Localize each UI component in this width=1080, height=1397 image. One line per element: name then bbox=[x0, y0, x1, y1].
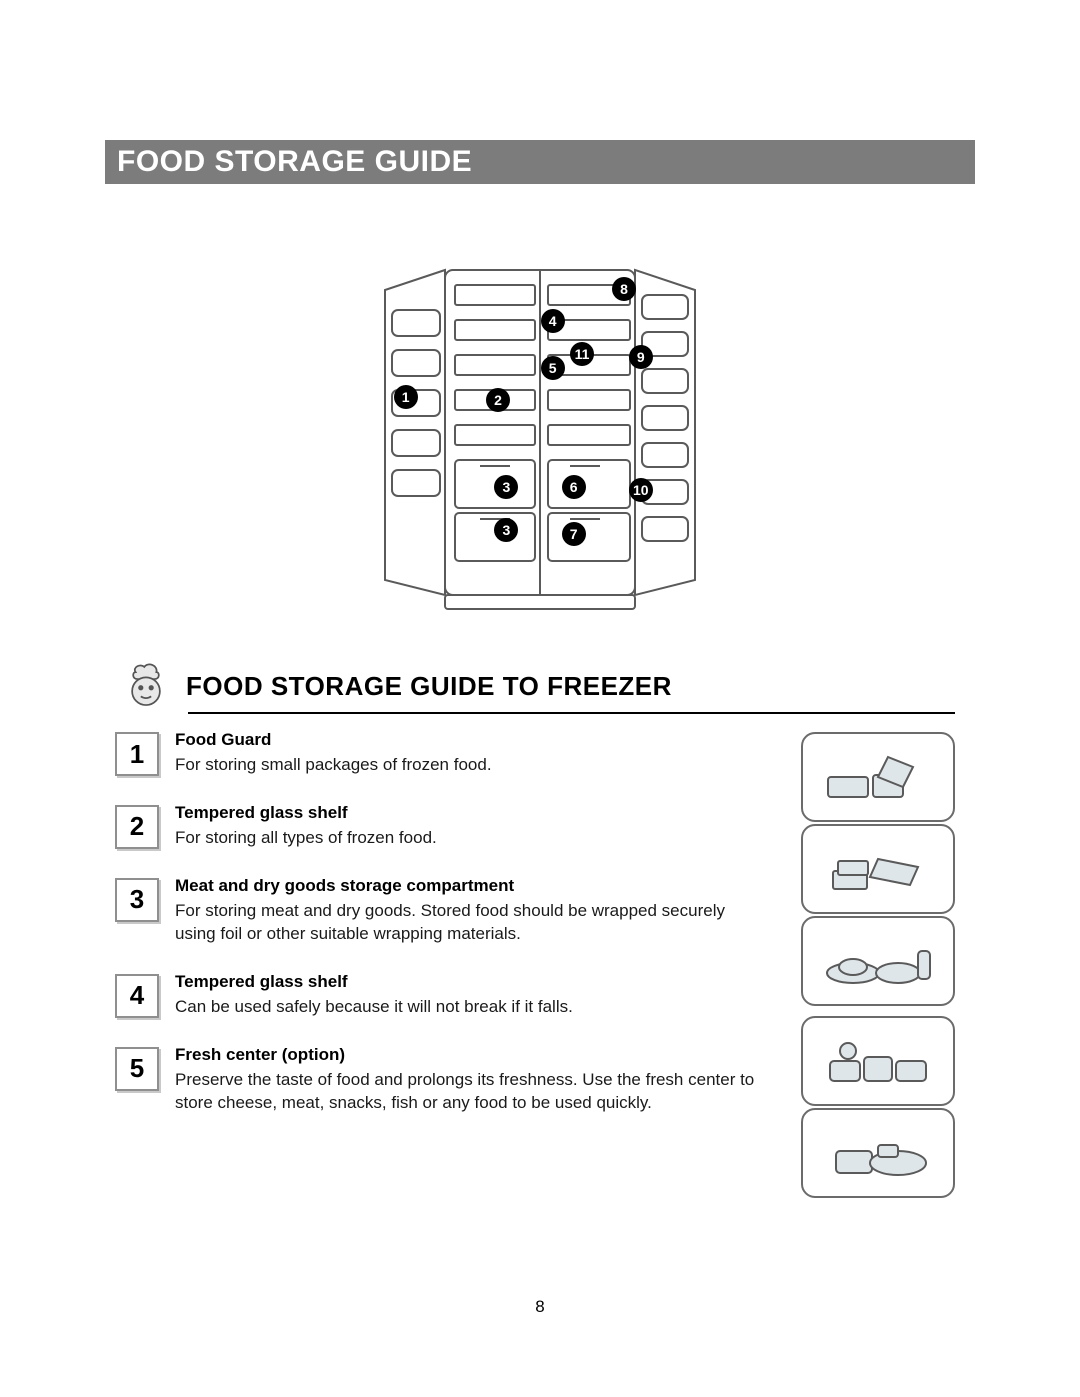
section-title: FOOD STORAGE GUIDE TO FREEZER bbox=[186, 671, 672, 702]
chef-icon bbox=[120, 660, 172, 712]
diagram-callout: 4 bbox=[541, 309, 565, 333]
item-thumb bbox=[801, 916, 955, 1006]
item-desc: Preserve the taste of food and prolongs … bbox=[175, 1069, 755, 1115]
item-number: 2 bbox=[115, 805, 159, 849]
item-desc: For storing meat and dry goods. Stored f… bbox=[175, 900, 755, 946]
diagram-callout: 7 bbox=[562, 522, 586, 546]
item-number: 4 bbox=[115, 974, 159, 1018]
item-number: 5 bbox=[115, 1047, 159, 1091]
diagram-callout: 3 bbox=[494, 475, 518, 499]
item-thumb bbox=[801, 732, 955, 822]
item-number: 3 bbox=[115, 878, 159, 922]
item-desc: Can be used safely because it will not b… bbox=[175, 996, 755, 1019]
page-number: 8 bbox=[0, 1297, 1080, 1317]
diagram-callout: 3 bbox=[494, 518, 518, 542]
diagram-callout: 9 bbox=[629, 345, 653, 369]
item-title: Fresh center (option) bbox=[175, 1045, 755, 1065]
section-header: FOOD STORAGE GUIDE TO FREEZER bbox=[120, 660, 955, 712]
item-desc: For storing all types of frozen food. bbox=[175, 827, 755, 850]
item-number: 1 bbox=[115, 732, 159, 776]
item-desc: For storing small packages of frozen foo… bbox=[175, 754, 755, 777]
item-title: Tempered glass shelf bbox=[175, 803, 755, 823]
diagram-callout: 1 bbox=[394, 385, 418, 409]
diagram-callout: 5 bbox=[541, 356, 565, 380]
diagram-callout: 11 bbox=[570, 342, 594, 366]
item-title: Food Guard bbox=[175, 730, 755, 750]
fridge-diagram: 1 2 3 3 4 5 6 7 8 9 10 11 bbox=[330, 260, 750, 620]
page-title-bar: FOOD STORAGE GUIDE bbox=[105, 140, 975, 184]
diagram-callout: 6 bbox=[562, 475, 586, 499]
item-thumb bbox=[801, 1016, 955, 1106]
item-thumb bbox=[801, 1108, 955, 1198]
item-thumb bbox=[801, 824, 955, 914]
diagram-callout: 2 bbox=[486, 388, 510, 412]
item-title: Tempered glass shelf bbox=[175, 972, 755, 992]
item-title: Meat and dry goods storage compartment bbox=[175, 876, 755, 896]
diagram-callout: 8 bbox=[612, 277, 636, 301]
section-rule bbox=[188, 712, 955, 714]
diagram-callout: 10 bbox=[629, 478, 653, 502]
items-list: 1 Food Guard For storing small packages … bbox=[115, 730, 955, 1141]
